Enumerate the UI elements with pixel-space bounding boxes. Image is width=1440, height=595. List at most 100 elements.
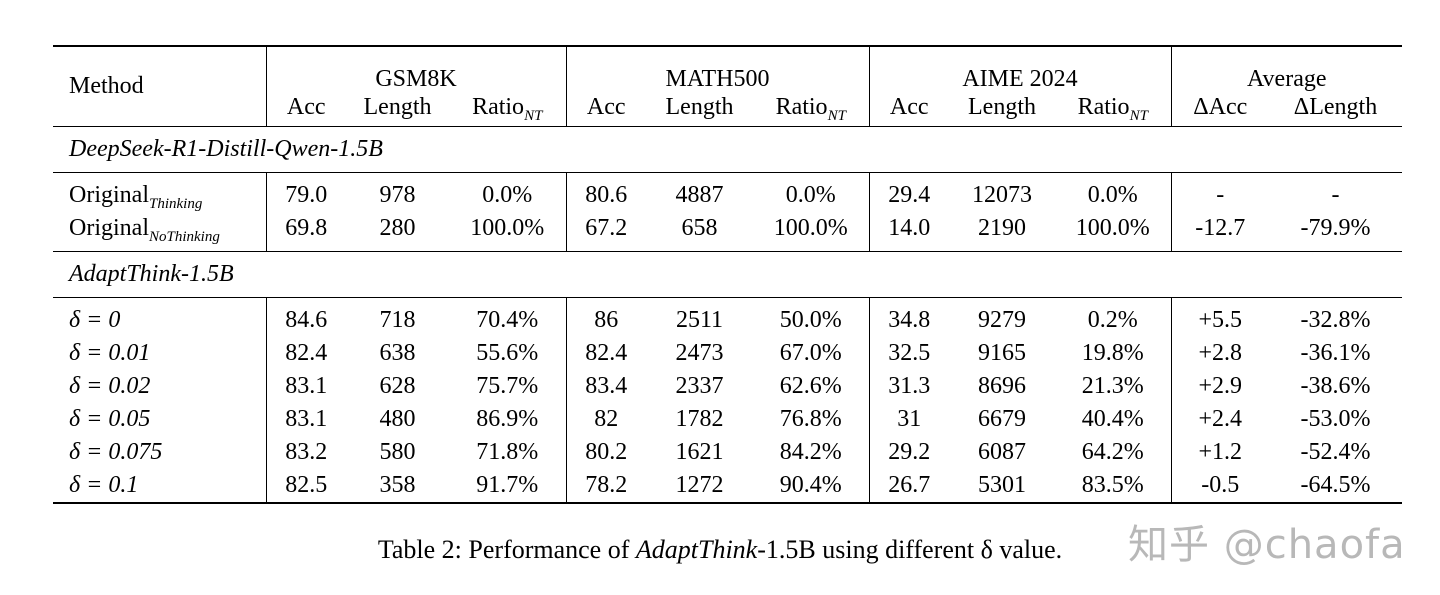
cell: 83.4 [565,370,646,403]
cell: 100.0% [773,215,848,241]
cell: -36.1% [1300,340,1371,366]
cell: 280 [379,215,416,241]
cell: 82 [565,403,646,436]
sub-header-length: Length [363,94,432,120]
cell: +2.8 [1170,337,1269,370]
cell: 31.3 [868,370,949,403]
cell: 64.2% [1081,439,1144,465]
cell: 86 [565,304,646,337]
sub-header-acc: Acc [868,94,949,127]
row-label: OriginalNoThinking [69,215,220,245]
cell: 638 [379,340,416,366]
group-header-math500: MATH500 [565,47,869,94]
table-row: OriginalThinking 79.0 978 0.0% 80.6 4887… [53,179,1402,212]
cell: 26.7 [868,469,949,502]
cell: 76.8% [779,406,842,432]
table-row: δ = 0 84.6 718 70.4% 86 2511 50.0% 34.8 … [53,304,1402,337]
cell: 71.8% [476,439,539,465]
cell: 358 [379,472,416,498]
cell: 84.2% [779,439,842,465]
cell: 40.4% [1081,406,1144,432]
cell: +5.5 [1170,304,1269,337]
results-table-container: Method GSM8K MATH500 AIME 2024 Average A… [53,45,1402,504]
cell: 2190 [978,215,1026,241]
cell: +2.4 [1170,403,1269,436]
cell: 12073 [972,182,1032,208]
section-title: AdaptThink-1.5B [69,261,234,287]
cell: 82.5 [265,469,346,502]
cell: 21.3% [1081,373,1144,399]
cell: 32.5 [868,337,949,370]
cell: 86.9% [476,406,539,432]
cell: 6679 [978,406,1026,432]
cell: 14.0 [868,212,949,245]
cell: 91.7% [476,472,539,498]
sub-header-ratio: RatioNT [472,94,543,124]
group-header-row: Method GSM8K MATH500 AIME 2024 Average [53,47,1402,99]
section-title-row: DeepSeek-R1-Distill-Qwen-1.5B [53,127,1402,173]
cell: 2473 [675,340,724,366]
cell: 978 [379,182,416,208]
watermark: 知乎 @chaofa [1128,522,1406,568]
cell: 80.6 [565,179,646,212]
results-table: Method GSM8K MATH500 AIME 2024 Average A… [53,45,1402,504]
cell: -52.4% [1300,439,1371,465]
cell: 628 [379,373,416,399]
cell: 50.0% [779,307,842,333]
cell: 69.8 [265,212,346,245]
sub-header-ratio: RatioNT [1077,94,1148,124]
cell: 79.0 [265,179,346,212]
sub-header-delta-acc: ΔAcc [1170,94,1269,127]
cell: 1782 [675,406,724,432]
cell: 83.1 [265,403,346,436]
table-row: OriginalNoThinking 69.8 280 100.0% 67.2 … [53,212,1402,245]
sub-header-acc: Acc [565,94,646,127]
cell: -79.9% [1300,215,1371,241]
cell: -53.0% [1300,406,1371,432]
cell: - [1331,182,1340,208]
cell: 480 [379,406,416,432]
cell: 658 [681,215,718,241]
cell: 5301 [978,472,1026,498]
cell: +2.9 [1170,370,1269,403]
cell: 83.1 [265,370,346,403]
section-rule [53,297,1402,298]
cell: 82.4 [565,337,646,370]
row-label: OriginalThinking [69,182,203,212]
cell: 90.4% [779,472,842,498]
row-label: δ = 0.02 [69,373,151,399]
header-rule [53,126,1402,127]
cell: 100.0% [1075,215,1150,241]
cell: 62.6% [779,373,842,399]
cell: 4887 [675,182,724,208]
table-row: δ = 0.02 83.1 628 75.7% 83.4 2337 62.6% … [53,370,1402,403]
table-row: δ = 0.075 83.2 580 71.8% 80.2 1621 84.2%… [53,436,1402,469]
row-label: δ = 0.05 [69,406,151,432]
cell: 19.8% [1081,340,1144,366]
cell: +1.2 [1170,436,1269,469]
method-header: Method [69,72,144,99]
cell: 0.0% [785,182,836,208]
cell: 34.8 [868,304,949,337]
group-header-gsm8k: GSM8K [265,47,566,94]
cell: 8696 [978,373,1026,399]
row-label: δ = 0 [69,307,121,333]
cell: 84.6 [265,304,346,337]
row-label: δ = 0.075 [69,439,163,465]
row-label: δ = 0.1 [69,472,139,498]
cell: 580 [379,439,416,465]
cell: 82.4 [265,337,346,370]
cell: 70.4% [476,307,539,333]
cell: 83.2 [265,436,346,469]
sub-header-ratio: RatioNT [775,94,846,124]
cell: 29.2 [868,436,949,469]
section-rule [53,172,1402,173]
cell: 83.5% [1081,472,1144,498]
cell: -38.6% [1300,373,1371,399]
sub-header-length: Length [968,94,1036,120]
sub-header-row: Acc Length RatioNT Acc Length RatioNT Ac… [53,94,1402,127]
cell: 9165 [978,340,1026,366]
sub-header-length: Length [665,94,734,120]
section-rule [53,251,1402,252]
table-row: δ = 0.01 82.4 638 55.6% 82.4 2473 67.0% … [53,337,1402,370]
